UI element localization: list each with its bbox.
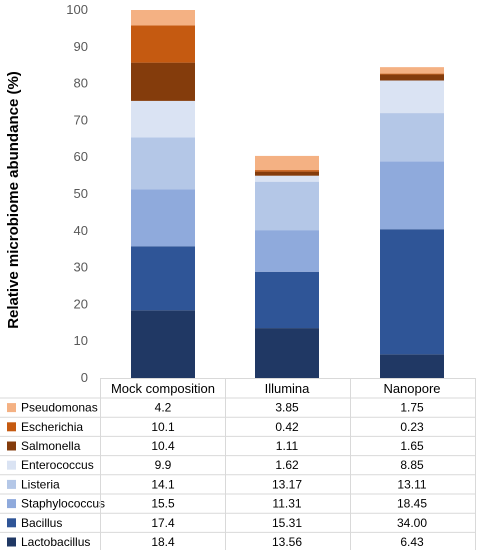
legend-entry-bacillus: Bacillus <box>21 516 62 530</box>
table-cell-lactobacillus-mock-composition: 18.4 <box>151 535 175 549</box>
table-cell-escherichia-mock-composition: 10.1 <box>151 420 175 434</box>
bar-lactobacillus-illumina <box>255 328 319 378</box>
y-tick-label-10: 10 <box>74 333 88 348</box>
legend-entry-lactobacillus: Lactobacillus <box>21 535 90 549</box>
legend-swatch-pseudomonas <box>7 403 16 413</box>
bars <box>100 10 475 379</box>
table-cell-escherichia-illumina: 0.42 <box>275 420 299 434</box>
table-cell-lactobacillus-nanopore: 6.43 <box>400 535 424 549</box>
bar-bacillus-illumina <box>255 271 319 329</box>
table-cell-staphylococcus-illumina: 11.31 <box>272 497 301 511</box>
table-cell-staphylococcus-nanopore: 18.45 <box>397 497 427 511</box>
y-tick-label-60: 60 <box>74 149 88 164</box>
table-cell-enterococcus-nanopore: 8.85 <box>400 458 424 472</box>
bar-salmonella-nanopore <box>380 74 444 81</box>
legend-entry-salmonella: Salmonella <box>21 439 81 453</box>
bar-salmonella-illumina <box>255 171 319 176</box>
bar-staphylococcus-illumina <box>255 230 319 272</box>
bar-enterococcus-nanopore <box>380 80 444 114</box>
table-cell-bacillus-nanopore: 34.00 <box>397 516 427 530</box>
category-labels: Mock composition Illumina Nanopore <box>111 381 441 396</box>
table-cell-listeria-illumina: 13.17 <box>272 477 302 491</box>
bar-enterococcus-mock-composition <box>131 100 195 138</box>
legend-swatch-escherichia <box>7 422 16 432</box>
table-cell-enterococcus-illumina: 1.62 <box>275 458 299 472</box>
table-cell-bacillus-mock-composition: 17.4 <box>151 516 175 530</box>
table-cell-salmonella-mock-composition: 10.4 <box>151 439 175 453</box>
legend-entry-listeria: Listeria <box>21 477 60 491</box>
data-table: Pseudomonas 4.2 3.85 1.75 Escherichia 10.1 0.4… <box>0 378 476 550</box>
table-cell-pseudomonas-nanopore: 1.75 <box>400 401 424 415</box>
x-category-label-mock-composition: Mock composition <box>111 381 215 396</box>
bar-bacillus-nanopore <box>380 229 444 355</box>
bar-staphylococcus-mock-composition <box>131 189 195 247</box>
bar-salmonella-mock-composition <box>131 62 195 101</box>
y-tick-label-80: 80 <box>74 76 88 91</box>
bar-bacillus-mock-composition <box>131 246 195 311</box>
table-cell-listeria-nanopore: 13.11 <box>397 477 426 491</box>
legend-entry-enterococcus: Enterococcus <box>21 458 94 472</box>
bar-pseudomonas-mock-composition <box>131 10 195 26</box>
legend-entry-escherichia: Escherichia <box>21 420 83 434</box>
y-tick-label-100: 100 <box>66 2 88 17</box>
bar-listeria-mock-composition <box>131 137 195 190</box>
legend-swatch-bacillus <box>7 518 16 528</box>
table-cell-escherichia-nanopore: 0.23 <box>400 420 424 434</box>
table-cell-pseudomonas-mock-composition: 4.2 <box>155 401 172 415</box>
table-cell-bacillus-illumina: 15.31 <box>272 516 302 530</box>
y-tick-label-50: 50 <box>74 186 88 201</box>
legend-swatch-lactobacillus <box>7 537 16 547</box>
bar-staphylococcus-nanopore <box>380 161 444 230</box>
table-cell-pseudomonas-illumina: 3.85 <box>275 401 299 415</box>
bar-escherichia-mock-composition <box>131 25 195 63</box>
legend-swatch-salmonella <box>7 441 16 451</box>
legend-swatch-enterococcus <box>7 460 16 470</box>
bar-pseudomonas-nanopore <box>380 67 444 74</box>
bar-enterococcus-illumina <box>255 175 319 182</box>
bar-listeria-nanopore <box>380 113 444 162</box>
table-cell-lactobacillus-illumina: 13.56 <box>272 535 302 549</box>
legend-entry-pseudomonas: Pseudomonas <box>21 401 98 415</box>
legend-swatch-staphylococcus <box>7 499 16 509</box>
y-axis: 0 10 20 30 40 50 60 70 80 90 100 <box>66 2 88 385</box>
table-cell-staphylococcus-mock-composition: 15.5 <box>151 497 175 511</box>
table-cell-salmonella-illumina: 1.11 <box>276 439 299 453</box>
y-tick-label-30: 30 <box>74 260 88 275</box>
bar-lactobacillus-mock-composition <box>131 310 195 378</box>
x-category-label-illumina: Illumina <box>265 381 311 396</box>
y-tick-label-20: 20 <box>74 296 88 311</box>
table-cell-salmonella-nanopore: 1.65 <box>400 439 424 453</box>
table-cell-listeria-mock-composition: 14.1 <box>151 477 175 491</box>
bar-lactobacillus-nanopore <box>380 354 444 378</box>
bar-listeria-illumina <box>255 181 319 231</box>
y-tick-label-40: 40 <box>74 223 88 238</box>
y-tick-label-90: 90 <box>74 39 88 54</box>
table-cell-enterococcus-mock-composition: 9.9 <box>155 458 172 472</box>
legend-swatch-listeria <box>7 479 16 489</box>
bar-pseudomonas-illumina <box>255 155 319 171</box>
bar-escherichia-illumina <box>255 170 319 172</box>
y-tick-label-0: 0 <box>81 370 88 385</box>
y-axis-label: Relative microbiome abundance (%) <box>5 71 22 329</box>
y-tick-label-70: 70 <box>74 112 88 127</box>
bar-escherichia-nanopore <box>380 73 444 75</box>
legend-entry-staphylococcus: Staphylococcus <box>21 497 105 511</box>
x-category-label-nanopore: Nanopore <box>383 381 440 396</box>
